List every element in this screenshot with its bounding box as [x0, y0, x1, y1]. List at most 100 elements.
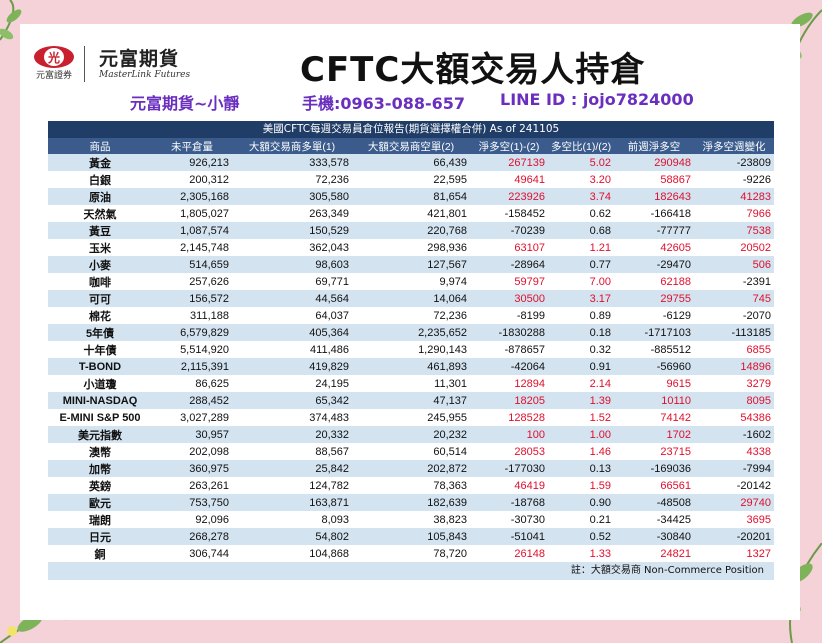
cell-chg: -20201 [694, 528, 774, 545]
cell-name: 可可 [48, 290, 152, 307]
cell-name: T-BOND [48, 358, 152, 375]
cell-ratio: 1.00 [548, 426, 614, 443]
cell-net: -70239 [470, 222, 548, 239]
masterlink-logo: 光 元富證券 元富期貨 MasterLink Futures [32, 44, 190, 84]
cell-ratio: 1.33 [548, 545, 614, 562]
cell-ratio: 2.14 [548, 375, 614, 392]
column-header: 淨多空(1)-(2) [470, 138, 548, 154]
cell-name: 美元指數 [48, 426, 152, 443]
cell-net: 30500 [470, 290, 548, 307]
cell-chg: -9226 [694, 171, 774, 188]
cell-name: 天然氣 [48, 205, 152, 222]
cell-name: 玉米 [48, 239, 152, 256]
cell-long: 72,236 [232, 171, 352, 188]
cell-chg: 506 [694, 256, 774, 273]
cell-oi: 263,261 [152, 477, 232, 494]
cell-short: 47,137 [352, 392, 470, 409]
cell-prev: -29470 [614, 256, 694, 273]
cell-prev: 29755 [614, 290, 694, 307]
cell-oi: 156,572 [152, 290, 232, 307]
cell-short: 11,301 [352, 375, 470, 392]
cell-chg: -2070 [694, 307, 774, 324]
cell-ratio: 3.20 [548, 171, 614, 188]
cell-short: 127,567 [352, 256, 470, 273]
cell-oi: 1,087,574 [152, 222, 232, 239]
cell-net: 128528 [470, 409, 548, 426]
masterlink-emblem-icon: 光 元富證券 [32, 44, 76, 84]
cell-long: 362,043 [232, 239, 352, 256]
cell-chg: 3279 [694, 375, 774, 392]
table-row: 加幣 360,975 25,842 202,872 -177030 0.13 -169036… [48, 460, 774, 477]
cell-chg: -113185 [694, 324, 774, 341]
cell-name: 十年債 [48, 341, 152, 358]
cell-chg: 1327 [694, 545, 774, 562]
cell-short: 20,232 [352, 426, 470, 443]
cell-short: 182,639 [352, 494, 470, 511]
cell-prev: -77777 [614, 222, 694, 239]
cell-ratio: 0.90 [548, 494, 614, 511]
cell-net: 100 [470, 426, 548, 443]
cell-short: 2,235,652 [352, 324, 470, 341]
cell-long: 44,564 [232, 290, 352, 307]
cell-prev: 42605 [614, 239, 694, 256]
cell-oi: 30,957 [152, 426, 232, 443]
cell-oi: 360,975 [152, 460, 232, 477]
cell-long: 8,093 [232, 511, 352, 528]
column-header: 商品 [48, 138, 152, 154]
cell-ratio: 1.59 [548, 477, 614, 494]
cell-name: 英鎊 [48, 477, 152, 494]
cell-prev: -169036 [614, 460, 694, 477]
cell-name: MINI-NASDAQ [48, 392, 152, 409]
cell-chg: 41283 [694, 188, 774, 205]
cell-short: 38,823 [352, 511, 470, 528]
cell-ratio: 1.21 [548, 239, 614, 256]
cell-prev: 58867 [614, 171, 694, 188]
cell-net: 223926 [470, 188, 548, 205]
cell-prev: -1717103 [614, 324, 694, 341]
table-row: 澳幣 202,098 88,567 60,514 28053 1.46 23715 4338 [48, 443, 774, 460]
cell-ratio: 0.89 [548, 307, 614, 324]
table-row: 白銀 200,312 72,236 22,595 49641 3.20 58867 -9226 [48, 171, 774, 188]
cell-net: -30730 [470, 511, 548, 528]
table-row: 銅 306,744 104,868 78,720 26148 1.33 24821 1327 [48, 545, 774, 562]
table-row: 天然氣 1,805,027 263,349 421,801 -158452 0.62 -16… [48, 205, 774, 222]
cell-long: 163,871 [232, 494, 352, 511]
cell-long: 69,771 [232, 273, 352, 290]
cell-ratio: 0.18 [548, 324, 614, 341]
table-row: 美元指數 30,957 20,332 20,232 100 1.00 1702 -1602 [48, 426, 774, 443]
column-header: 未平倉量 [152, 138, 232, 154]
cftc-positions-table: 商品 未平倉量 大額交易商多單(1) 大額交易商空單(2) 淨多空(1)-(2)… [48, 138, 774, 562]
cell-prev: -30840 [614, 528, 694, 545]
cell-short: 245,955 [352, 409, 470, 426]
cell-oi: 3,027,289 [152, 409, 232, 426]
cell-net: 59797 [470, 273, 548, 290]
cell-ratio: 1.52 [548, 409, 614, 426]
cell-short: 461,893 [352, 358, 470, 375]
column-header: 前週淨多空 [614, 138, 694, 154]
cell-prev: 66561 [614, 477, 694, 494]
table-caption: 美國CFTC每週交易員倉位報告(期貨選擇權合併) As of 241105 [48, 121, 774, 138]
cell-ratio: 0.62 [548, 205, 614, 222]
cell-chg: 54386 [694, 409, 774, 426]
cell-ratio: 0.32 [548, 341, 614, 358]
cell-name: 瑞朗 [48, 511, 152, 528]
cell-ratio: 5.02 [548, 154, 614, 171]
cell-oi: 753,750 [152, 494, 232, 511]
cell-ratio: 1.46 [548, 443, 614, 460]
table-row: E-MINI S&P 500 3,027,289 374,483 245,955 128… [48, 409, 774, 426]
cell-long: 25,842 [232, 460, 352, 477]
cell-ratio: 7.00 [548, 273, 614, 290]
table-row: 咖啡 257,626 69,771 9,974 59797 7.00 62188 -2391 [48, 273, 774, 290]
cell-long: 411,486 [232, 341, 352, 358]
cell-long: 305,580 [232, 188, 352, 205]
cell-chg: -1602 [694, 426, 774, 443]
cell-ratio: 1.39 [548, 392, 614, 409]
table-row: 5年債 6,579,829 405,364 2,235,652 -1830288 0.18… [48, 324, 774, 341]
cell-prev: 24821 [614, 545, 694, 562]
cell-chg: 20502 [694, 239, 774, 256]
cell-name: 棉花 [48, 307, 152, 324]
cell-net: 46419 [470, 477, 548, 494]
cell-long: 65,342 [232, 392, 352, 409]
cell-oi: 257,626 [152, 273, 232, 290]
cell-prev: -48508 [614, 494, 694, 511]
